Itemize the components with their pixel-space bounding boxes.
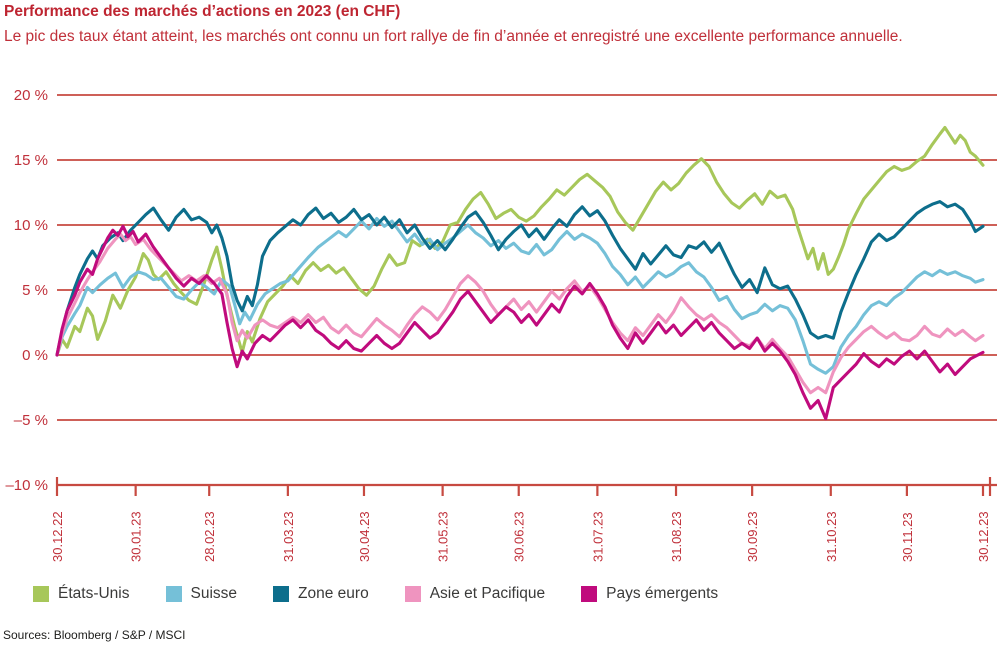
chart-legend: États-Unis Suisse Zone euro Asie et Pacifiq…: [33, 585, 718, 603]
x-axis-label: 31.08.23: [669, 511, 684, 562]
y-axis-label: 20 %: [14, 87, 48, 104]
legend-swatch-zone-euro: [273, 586, 290, 602]
chart-title: Performance des marchés d’actions en 202…: [4, 3, 401, 20]
legend-label-etats-unis: États-Unis: [58, 585, 130, 602]
legend-label-suisse: Suisse: [190, 585, 238, 602]
x-axis-label: 30.01.23: [129, 511, 144, 562]
legend-label-zone-euro: Zone euro: [298, 585, 369, 602]
legend-item-pays-emergents: Pays émergents: [581, 585, 718, 603]
legend-swatch-pays-emergents: [581, 586, 598, 602]
x-axis-label: 30.12.23: [976, 511, 991, 562]
performance-line-chart: 20 % 15 % 10 % 5 % 0 % –5 % –10 % 30.12.22 30.01…: [5, 87, 997, 562]
y-axis-label: 5 %: [22, 282, 48, 299]
series-line-etats-unis: [55, 125, 985, 357]
x-axis-label: 31.05.23: [436, 511, 451, 562]
series-line-asie-et-pacifique: [55, 232, 985, 395]
series-line-suisse: [55, 216, 985, 375]
y-axis-label: 0 %: [22, 347, 48, 364]
x-axis-label: 31.07.23: [590, 511, 605, 562]
legend-item-etats-unis: États-Unis: [33, 585, 130, 603]
legend-item-zone-euro: Zone euro: [273, 585, 369, 603]
y-axis-label: –5 %: [14, 412, 48, 429]
x-axis-label: 30.11.23: [900, 512, 915, 562]
chart-subtitle: Le pic des taux étant atteint, les march…: [4, 28, 903, 45]
series-line-pays-emergents: [55, 224, 985, 421]
legend-label-asie-et-pacifique: Asie et Pacifique: [429, 585, 546, 602]
x-axis-label: 30.12.22: [50, 511, 65, 562]
y-axis-label: 15 %: [14, 152, 48, 169]
legend-swatch-suisse: [165, 586, 182, 602]
x-axis-label: 31.10.23: [824, 511, 839, 562]
legend-swatch-asie-et-pacifique: [404, 586, 421, 602]
x-axis-label: 30.04.23: [357, 511, 372, 562]
x-axis-label: 28.02.23: [202, 511, 217, 562]
x-axis-label: 30.06.23: [512, 511, 527, 562]
y-axis-label: 10 %: [14, 217, 48, 234]
legend-item-suisse: Suisse: [165, 585, 238, 603]
legend-item-asie-et-pacifique: Asie et Pacifique: [404, 585, 546, 603]
legend-label-pays-emergents: Pays émergents: [606, 585, 719, 602]
y-axis-label: –10 %: [5, 477, 48, 494]
x-axis-label: 30.09.23: [745, 511, 760, 562]
x-axis-label: 31.03.23: [281, 511, 296, 562]
series-line-zone-euro: [55, 200, 985, 357]
sources-note: Sources: Bloomberg / S&P / MSCI: [3, 628, 186, 642]
legend-swatch-etats-unis: [33, 586, 49, 602]
